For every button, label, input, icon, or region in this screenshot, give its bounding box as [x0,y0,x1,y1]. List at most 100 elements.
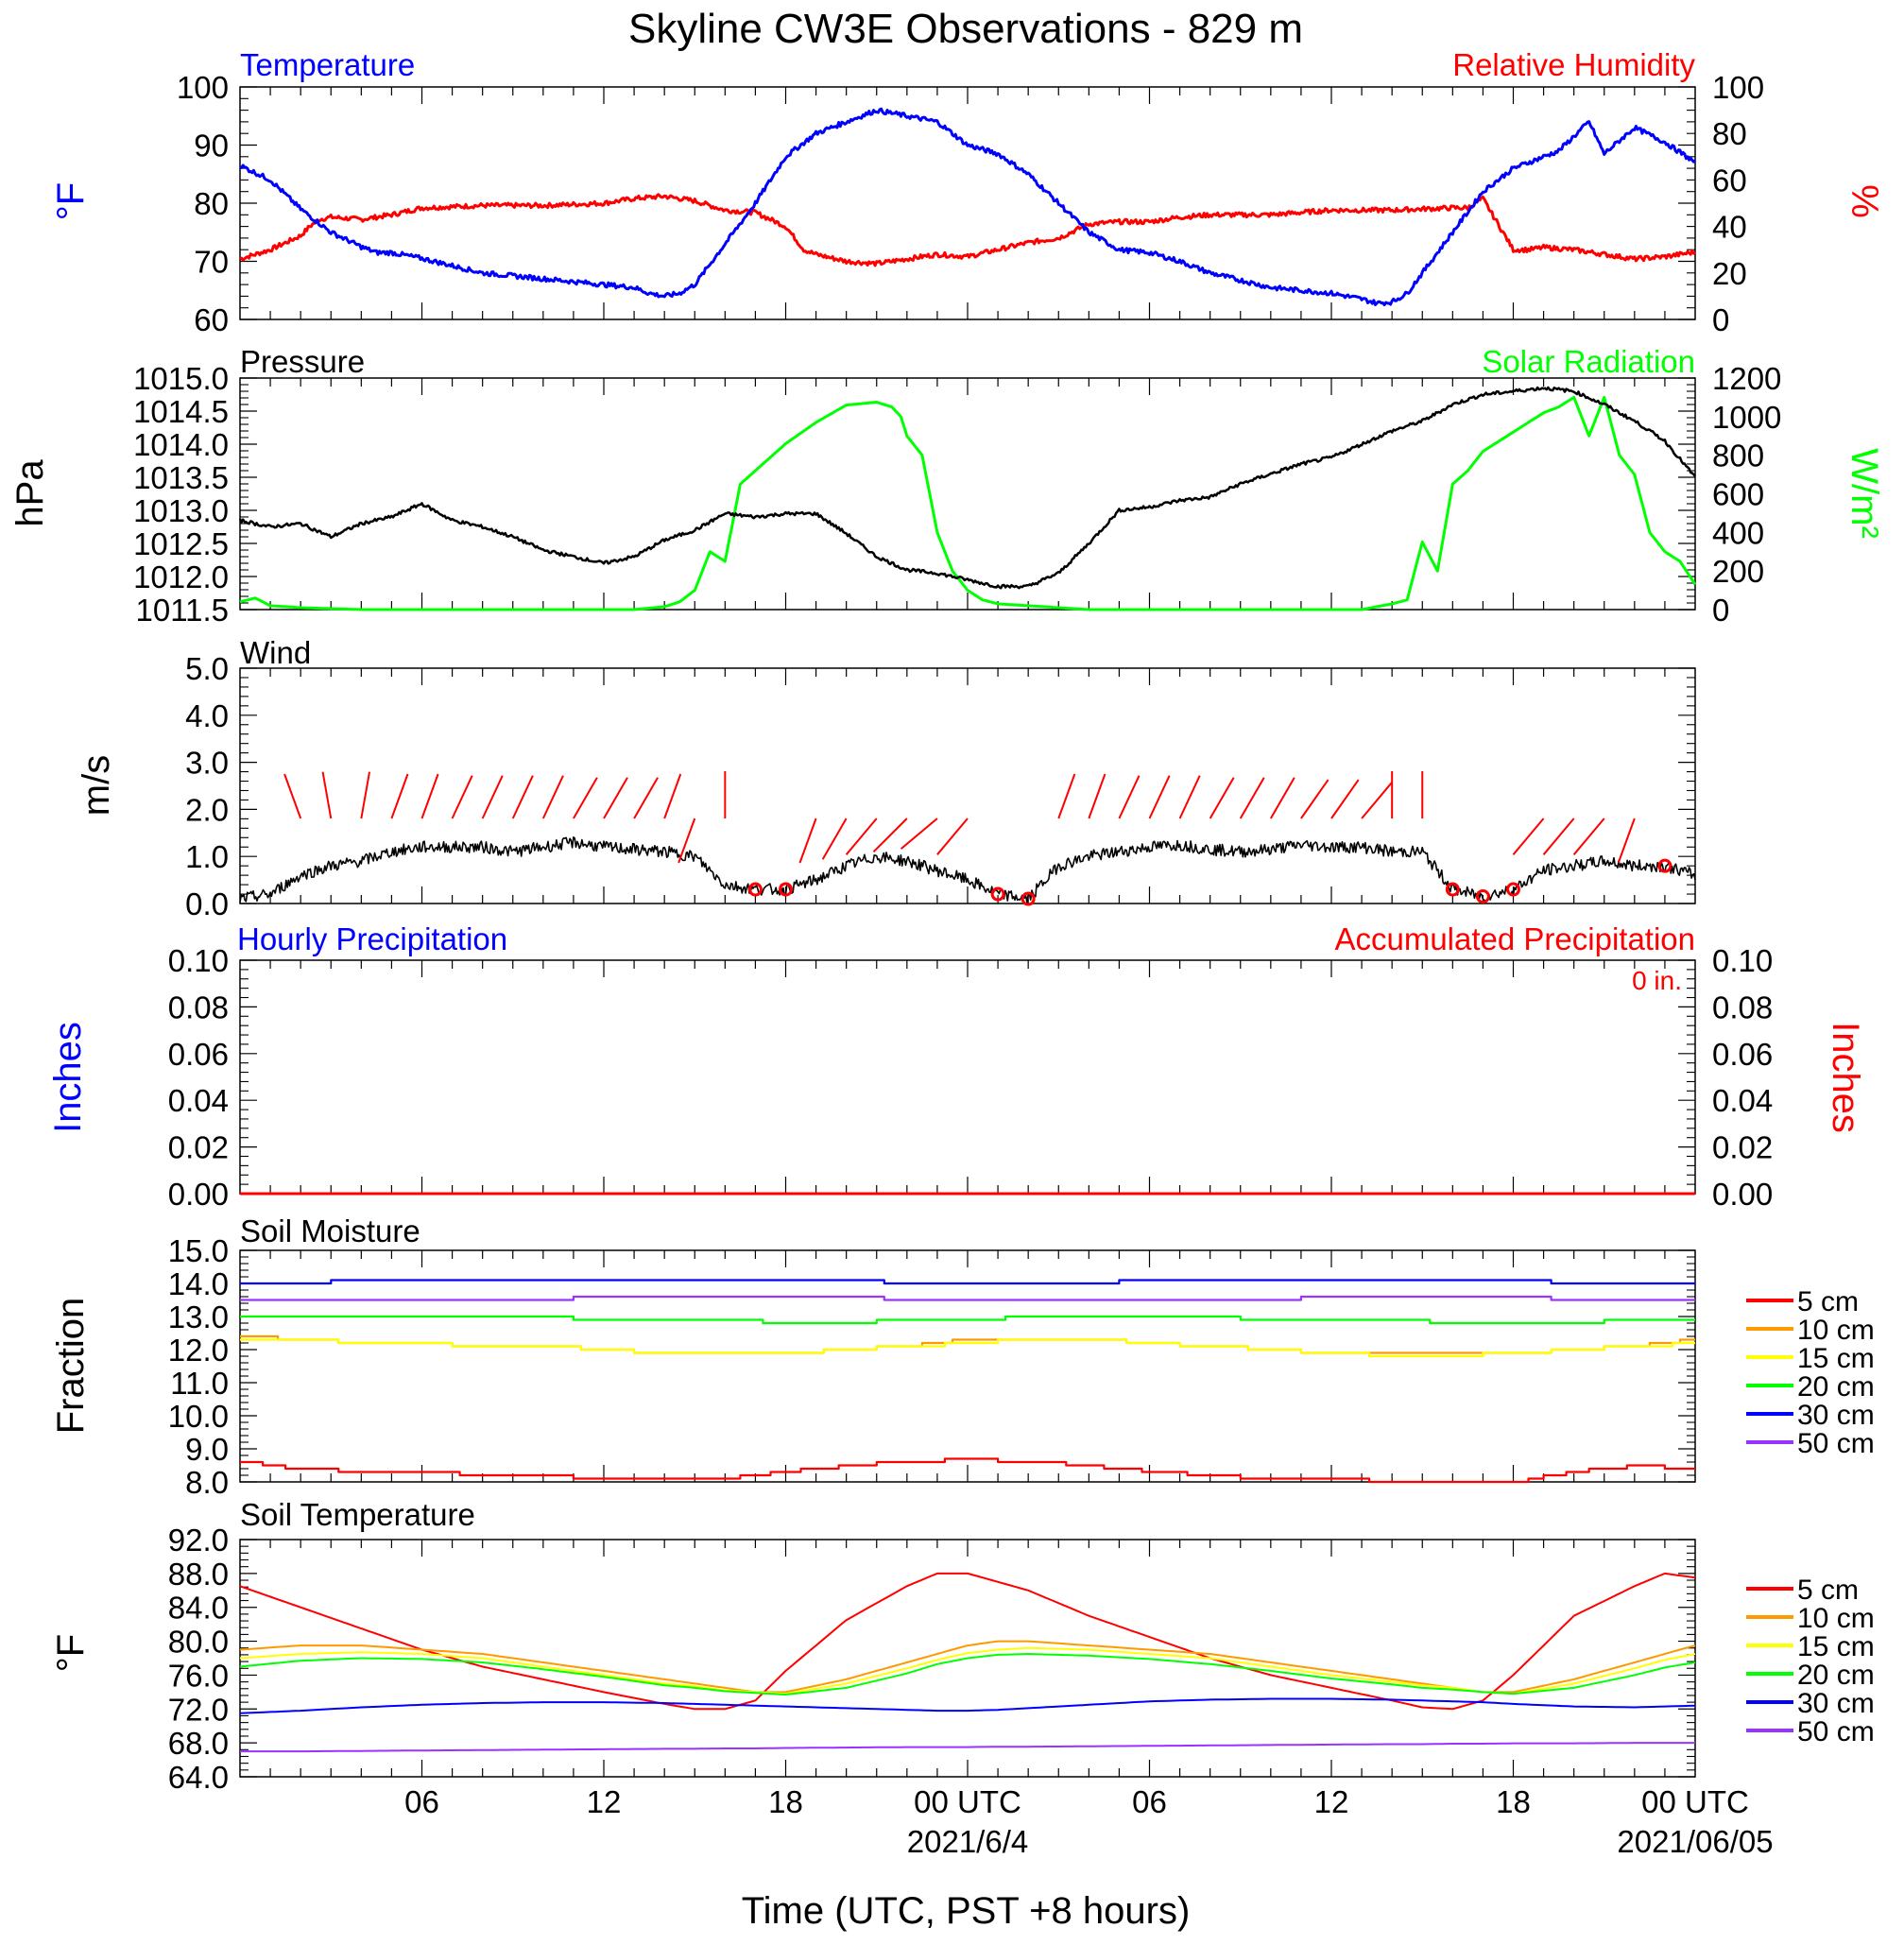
wind-barb [1118,775,1141,819]
soil-moisture-line [240,1295,1695,1301]
y-right-tick-label: 200 [1712,554,1764,589]
accum-precip-total: 0 in. [1632,966,1682,995]
y-right-tick-label: 0 [1712,593,1729,628]
y-tick-label: 1013.0 [133,493,229,528]
x-tick-label: 12 [1314,1784,1349,1819]
soil-moisture-line [240,1338,1695,1358]
pressure-axis: 1011.51012.01012.51013.01013.51014.01014… [133,361,1781,628]
x-tick-label: 00 UTC [914,1784,1021,1819]
wind-barb [283,773,302,819]
wind-barb [1057,773,1076,819]
y-tick-label: 0.04 [168,1083,229,1118]
calm-wind-marker [1506,882,1520,897]
solar-unit: W/m² [1844,448,1885,539]
wind-barb [798,818,817,864]
wind-barb [1512,818,1545,855]
wind-barb [451,775,473,819]
wind-barb [1178,775,1201,819]
wind-barb [1361,782,1393,819]
pressure-plot-area [238,386,1697,611]
y-tick-label: 8.0 [185,1465,229,1500]
hourly-precip-title: Hourly Precipitation [237,921,507,956]
y-tick-label: 3.0 [185,746,229,781]
wind-barb [1209,777,1235,819]
wind-barb [821,818,848,860]
temperature-axis: 60 70 80 90 100 0 20 40 60 80 100 [177,70,1764,337]
accum-precip-unit: Inches [1825,1022,1866,1133]
y-tick-label: 1.0 [185,839,229,874]
x-date-label: 2021/6/4 [907,1824,1028,1859]
wind-barb [573,777,598,819]
y-tick-label: 0.02 [168,1130,229,1165]
legend-label: 50 cm [1797,1428,1875,1459]
y-right-tick-label: 40 [1712,210,1747,245]
calm-wind-marker [779,882,793,897]
y-tick-label: 1012.5 [133,526,229,561]
legend-label: 10 cm [1797,1315,1875,1346]
y-right-tick-label: 0.08 [1712,990,1773,1024]
wind-panel: Wind m/s 0.0 1.0 2.0 3.0 4.0 5.0 [76,635,1696,921]
legend-label: 5 cm [1797,1286,1859,1317]
y-tick-label: 0.0 [185,886,229,921]
y-tick-label: 100 [177,70,229,105]
soil-temperature-line [239,1653,1696,1695]
y-right-tick-label: 800 [1712,439,1764,473]
wind-barb [541,775,564,819]
wind-axis: 0.0 1.0 2.0 3.0 4.0 5.0 [185,651,1696,921]
y-right-tick-label: 0.00 [1712,1177,1773,1212]
y-right-tick-label: 0.02 [1712,1130,1773,1165]
legend-label: 30 cm [1797,1688,1875,1719]
wind-barb [1269,777,1295,819]
wind-barb [511,775,534,819]
soil-moisture-plot-area [240,1279,1695,1484]
y-tick-label: 68.0 [168,1726,229,1761]
y-right-tick-label: 80 [1712,116,1747,151]
y-tick-label: 11.0 [170,1366,229,1401]
y-tick-label: 1014.0 [133,427,229,462]
wind-barb [1330,779,1360,819]
soil-moisture-axis: 8.09.010.011.012.013.014.015.0 [168,1233,1696,1500]
soil-moisture-panel: Soil Moisture Fraction 8.09.010.011.012.… [50,1213,1875,1500]
legend-label: 5 cm [1797,1575,1859,1606]
calm-wind-marker [1021,891,1036,906]
wind-barb [936,818,969,855]
soil-temperature-unit: °F [50,1634,92,1672]
legend-label: 50 cm [1797,1716,1875,1747]
legend-label: 10 cm [1797,1603,1875,1634]
y-tick-label: 10.0 [168,1399,229,1434]
legend-label: 30 cm [1797,1400,1875,1431]
y-tick-label: 88.0 [168,1557,229,1592]
y-tick-label: 14.0 [168,1266,229,1301]
y-tick-label: 90 [194,129,229,164]
wind-plot-area [239,771,1696,906]
soil-temperature-title: Soil Temperature [240,1497,475,1532]
soil-moisture-unit: Fraction [50,1298,92,1435]
temperature-plot-area [239,107,1697,307]
wind-barb [1239,777,1265,819]
wind-barb [1148,775,1171,819]
time-axis-labels: 06 12 18 00 UTC 06 12 18 00 UTC 2021/6/4 2021/06/… [404,1784,1773,1859]
y-tick-label: 5.0 [185,651,229,686]
wind-barb [900,818,938,850]
wind-unit: m/s [76,755,117,816]
y-right-tick-label: 20 [1712,256,1747,291]
y-right-tick-label: 600 [1712,477,1764,512]
hourly-precip-unit: Inches [47,1022,89,1133]
wind-title: Wind [240,635,311,670]
y-tick-label: 0.06 [168,1037,229,1072]
calm-wind-marker [1475,889,1490,904]
soil-temperature-panel: Soil Temperature °F 64.068.072.076.080.0… [50,1497,1875,1795]
y-right-tick-label: 1000 [1712,400,1781,435]
accum-precip-title: Accumulated Precipitation [1334,921,1695,956]
pressure-title: Pressure [240,344,365,379]
y-tick-label: 4.0 [185,698,229,733]
calm-wind-marker [1657,858,1672,873]
humidity-line [239,193,1697,267]
calm-wind-marker [1445,882,1460,897]
y-tick-label: 70 [194,245,229,280]
soil-moisture-title: Soil Moisture [240,1213,420,1248]
y-right-tick-label: 0.04 [1712,1083,1773,1118]
temperature-line [240,107,1697,307]
